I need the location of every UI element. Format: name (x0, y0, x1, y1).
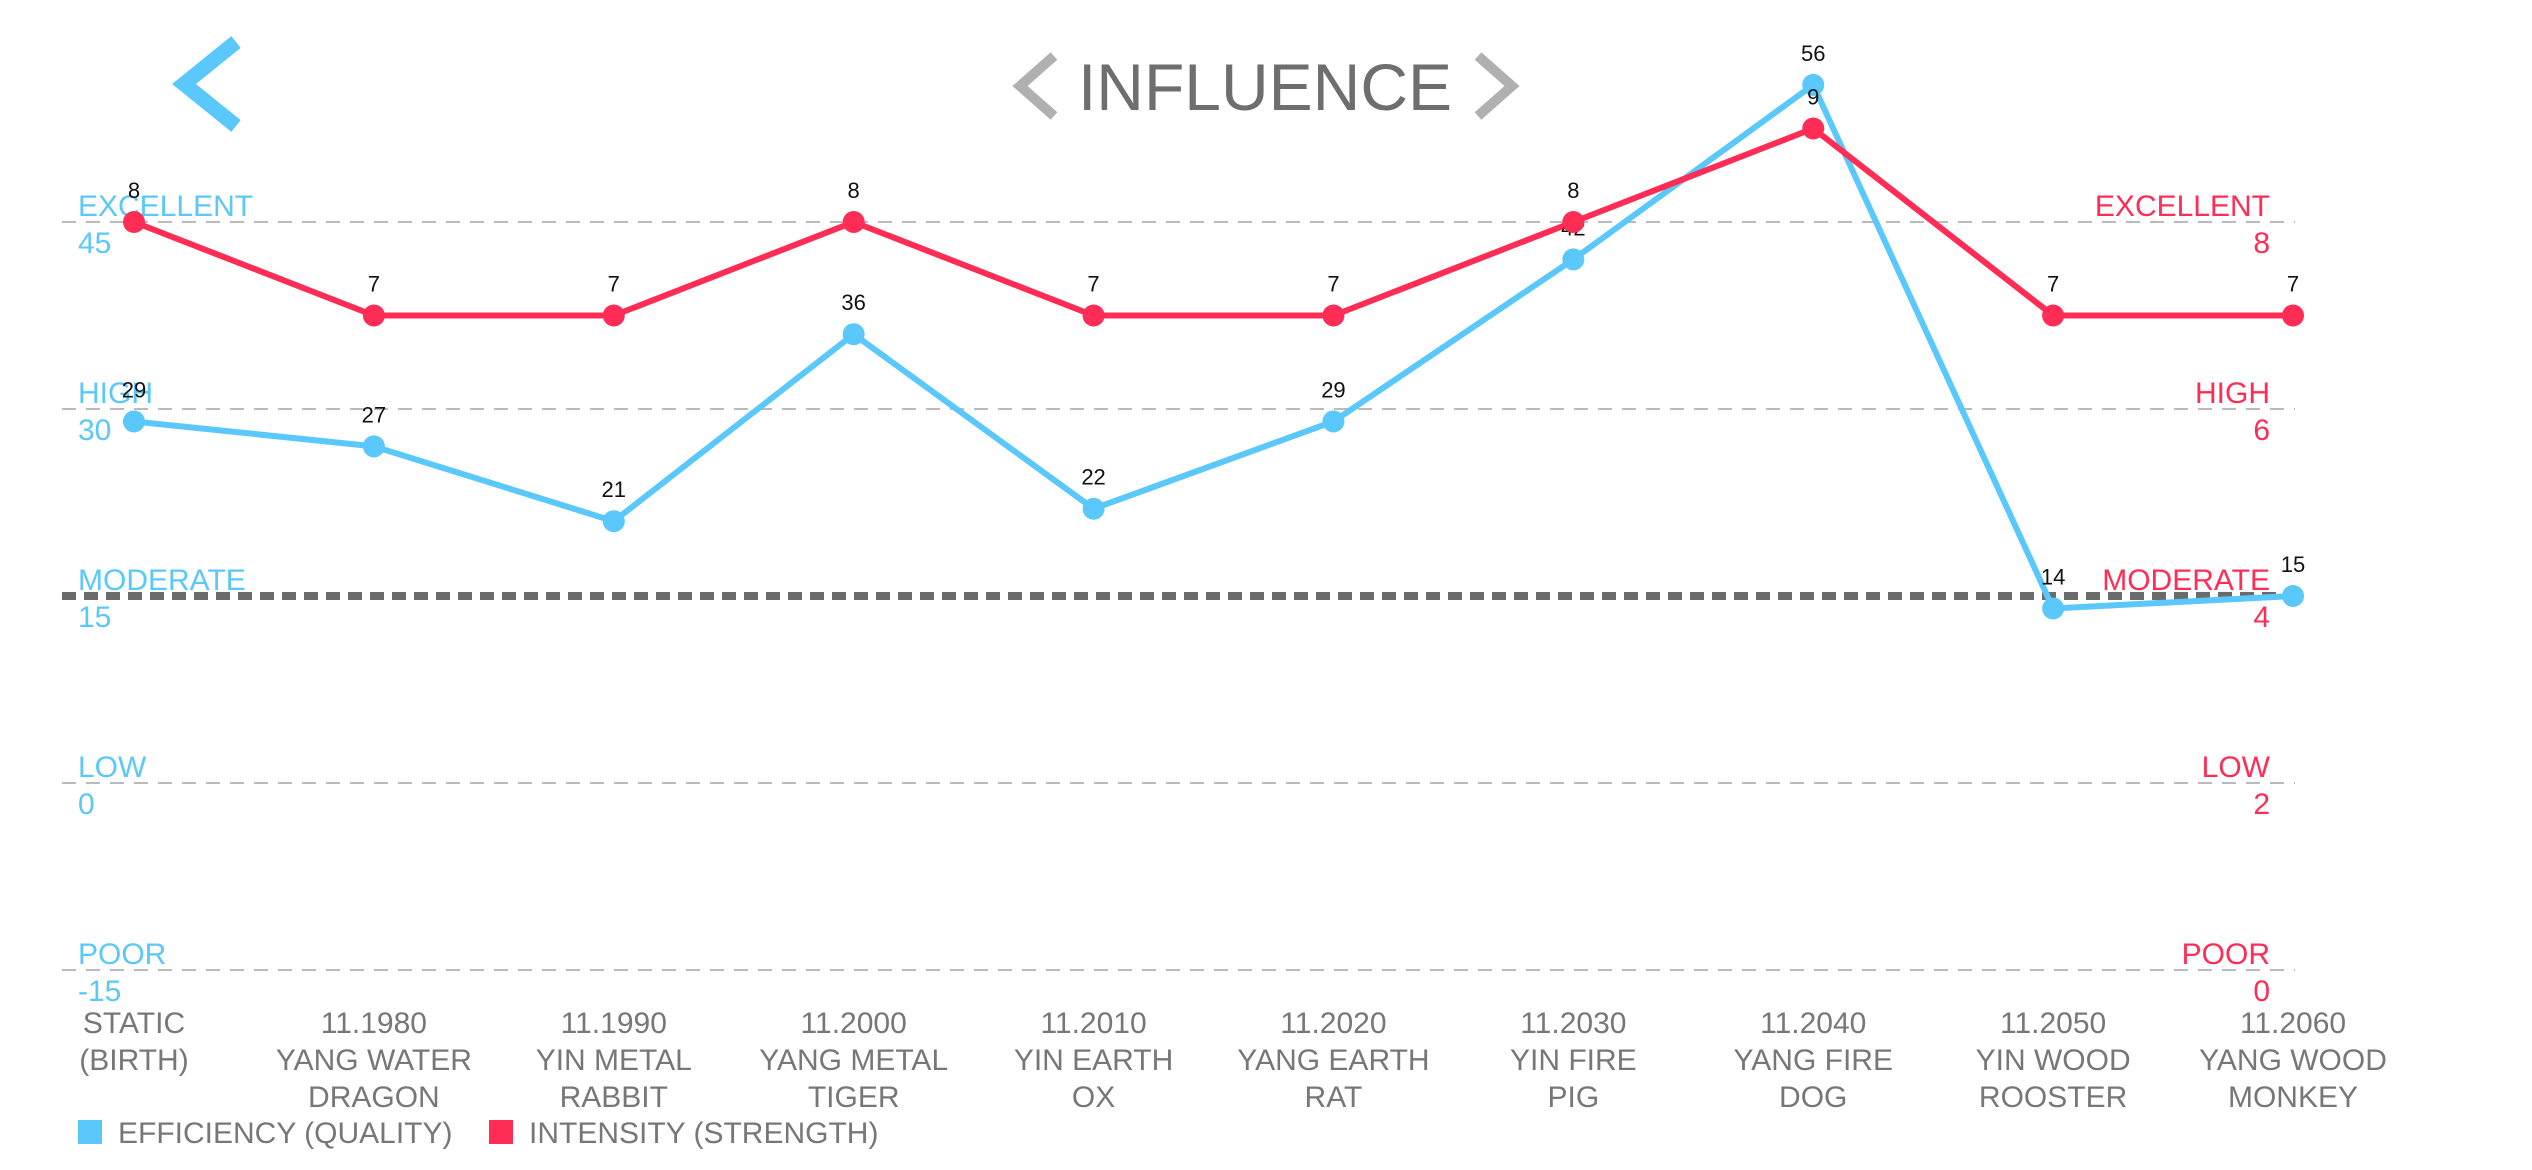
left-tick-label: 45 (78, 227, 111, 260)
left-tick-label: 30 (78, 414, 111, 447)
x-tick-label: 11.2030 YIN FIRE PIG (1510, 1007, 1637, 1114)
data-point-efficiency[interactable] (123, 410, 145, 433)
legend-item-efficiency[interactable]: EFFICIENCY (QUALITY) (78, 1117, 452, 1150)
data-label-intensity: 7 (368, 272, 380, 297)
data-point-efficiency[interactable] (1322, 410, 1345, 433)
right-tick-label: 2 (2253, 788, 2270, 821)
x-axis-labels: STATIC (BIRTH) 11.1980 YANG WATER DRAGON 11.1… (79, 1007, 2387, 1114)
series: 292721362229425614158778778977 (122, 41, 2305, 620)
data-point-efficiency[interactable] (1802, 73, 1825, 96)
legend-label-efficiency: EFFICIENCY (QUALITY) (118, 1117, 452, 1150)
right-tick-label: 8 (2253, 227, 2270, 260)
x-tick-label: 11.1990 YIN METAL RABBIT (536, 1007, 692, 1114)
data-label-efficiency: 36 (841, 290, 865, 315)
prev-button[interactable] (990, 40, 1070, 130)
chevron-left-icon (172, 36, 241, 132)
right-tick-label: 6 (2253, 414, 2270, 447)
right-band-label: HIGH (2195, 377, 2270, 410)
back-button[interactable] (150, 20, 270, 150)
right-tick-label: 0 (2253, 975, 2270, 1008)
data-label-efficiency: 29 (1321, 377, 1345, 402)
next-button[interactable] (1460, 40, 1540, 130)
left-tick-label: 15 (78, 601, 111, 634)
data-point-intensity[interactable] (1082, 304, 1105, 327)
data-point-intensity[interactable] (2042, 304, 2065, 327)
right-tick-label: 4 (2253, 601, 2270, 634)
data-label-efficiency: 29 (122, 377, 146, 402)
data-point-intensity[interactable] (842, 211, 865, 233)
data-label-efficiency: 15 (2281, 552, 2305, 577)
data-point-intensity[interactable] (1562, 211, 1585, 233)
gridlines (62, 221, 2295, 971)
data-label-intensity: 8 (848, 178, 860, 203)
left-axis: EXCELLENT 45 HIGH 30 MODERATE 15 LOW 0 POOR -15 (78, 190, 253, 1008)
legend-swatch-intensity (489, 1120, 513, 1144)
data-label-intensity: 8 (1567, 178, 1579, 203)
data-label-intensity: 8 (128, 178, 140, 203)
x-tick-label: 11.2010 YIN EARTH OX (1014, 1007, 1173, 1114)
right-band-label: MODERATE (2102, 564, 2270, 597)
right-axis: EXCELLENT 8 HIGH 6 MODERATE 4 LOW 2 POOR 0 (2095, 190, 2271, 1008)
x-tick-label: 11.1980 YANG WATER DRAGON (276, 1007, 472, 1114)
series-line-efficiency (131, 81, 2296, 612)
data-label-intensity: 9 (1807, 85, 1819, 110)
page-title: INFLUENCE (1078, 50, 1452, 124)
data-label-intensity: 7 (608, 272, 620, 297)
chevron-right-icon (1474, 52, 1520, 120)
data-point-efficiency[interactable] (1082, 497, 1105, 520)
left-band-label: POOR (78, 938, 166, 971)
data-label-intensity: 7 (1087, 272, 1099, 297)
data-label-intensity: 7 (2287, 272, 2299, 297)
data-point-intensity[interactable] (2282, 304, 2304, 327)
left-band-label: LOW (78, 751, 147, 784)
data-point-intensity[interactable] (602, 304, 625, 327)
data-point-efficiency[interactable] (362, 435, 385, 458)
x-tick-label: 11.2000 YANG METAL TIGER (759, 1007, 948, 1114)
legend-label-intensity: INTENSITY (STRENGTH) (529, 1117, 878, 1150)
data-label-efficiency: 21 (602, 477, 626, 502)
data-point-efficiency[interactable] (602, 510, 625, 533)
legend-swatch-efficiency (78, 1120, 102, 1144)
left-band-label: MODERATE (78, 564, 246, 597)
data-point-efficiency[interactable] (842, 323, 865, 346)
data-label-efficiency: 22 (1081, 465, 1105, 490)
right-band-label: EXCELLENT (2095, 190, 2270, 223)
x-tick-label: STATIC (BIRTH) (79, 1007, 188, 1077)
data-label-intensity: 7 (2047, 272, 2059, 297)
left-band-label: HIGH (78, 377, 153, 410)
legend: EFFICIENCY (QUALITY) INTENSITY (STRENGTH… (78, 1117, 878, 1150)
legend-item-intensity[interactable]: INTENSITY (STRENGTH) (489, 1117, 878, 1150)
data-label-intensity: 7 (1327, 272, 1339, 297)
x-tick-label: 11.2020 YANG EARTH RAT (1237, 1007, 1429, 1114)
data-point-efficiency[interactable] (2042, 597, 2065, 620)
data-point-efficiency[interactable] (2282, 585, 2304, 607)
left-tick-label: 0 (78, 788, 95, 821)
data-label-efficiency: 56 (1801, 41, 1825, 66)
data-point-efficiency[interactable] (1562, 248, 1585, 271)
data-point-intensity[interactable] (362, 304, 385, 327)
data-point-intensity[interactable] (1802, 117, 1825, 140)
right-band-label: POOR (2182, 938, 2270, 971)
left-tick-label: -15 (78, 975, 121, 1008)
x-tick-label: 11.2050 YIN WOOD ROOSTER (1976, 1007, 2131, 1114)
left-band-label: EXCELLENT (78, 190, 253, 223)
series-line-intensity (131, 125, 2296, 319)
x-tick-label: 11.2040 YANG FIRE DOG (1733, 1007, 1892, 1114)
data-point-intensity[interactable] (123, 211, 145, 233)
data-label-efficiency: 27 (362, 402, 386, 427)
x-tick-label: 11.2060 YANG WOOD MONKEY (2199, 1007, 2387, 1114)
right-band-label: LOW (2202, 751, 2271, 784)
data-label-efficiency: 14 (2041, 564, 2065, 589)
data-point-intensity[interactable] (1322, 304, 1345, 327)
chevron-left-icon (1012, 52, 1058, 120)
